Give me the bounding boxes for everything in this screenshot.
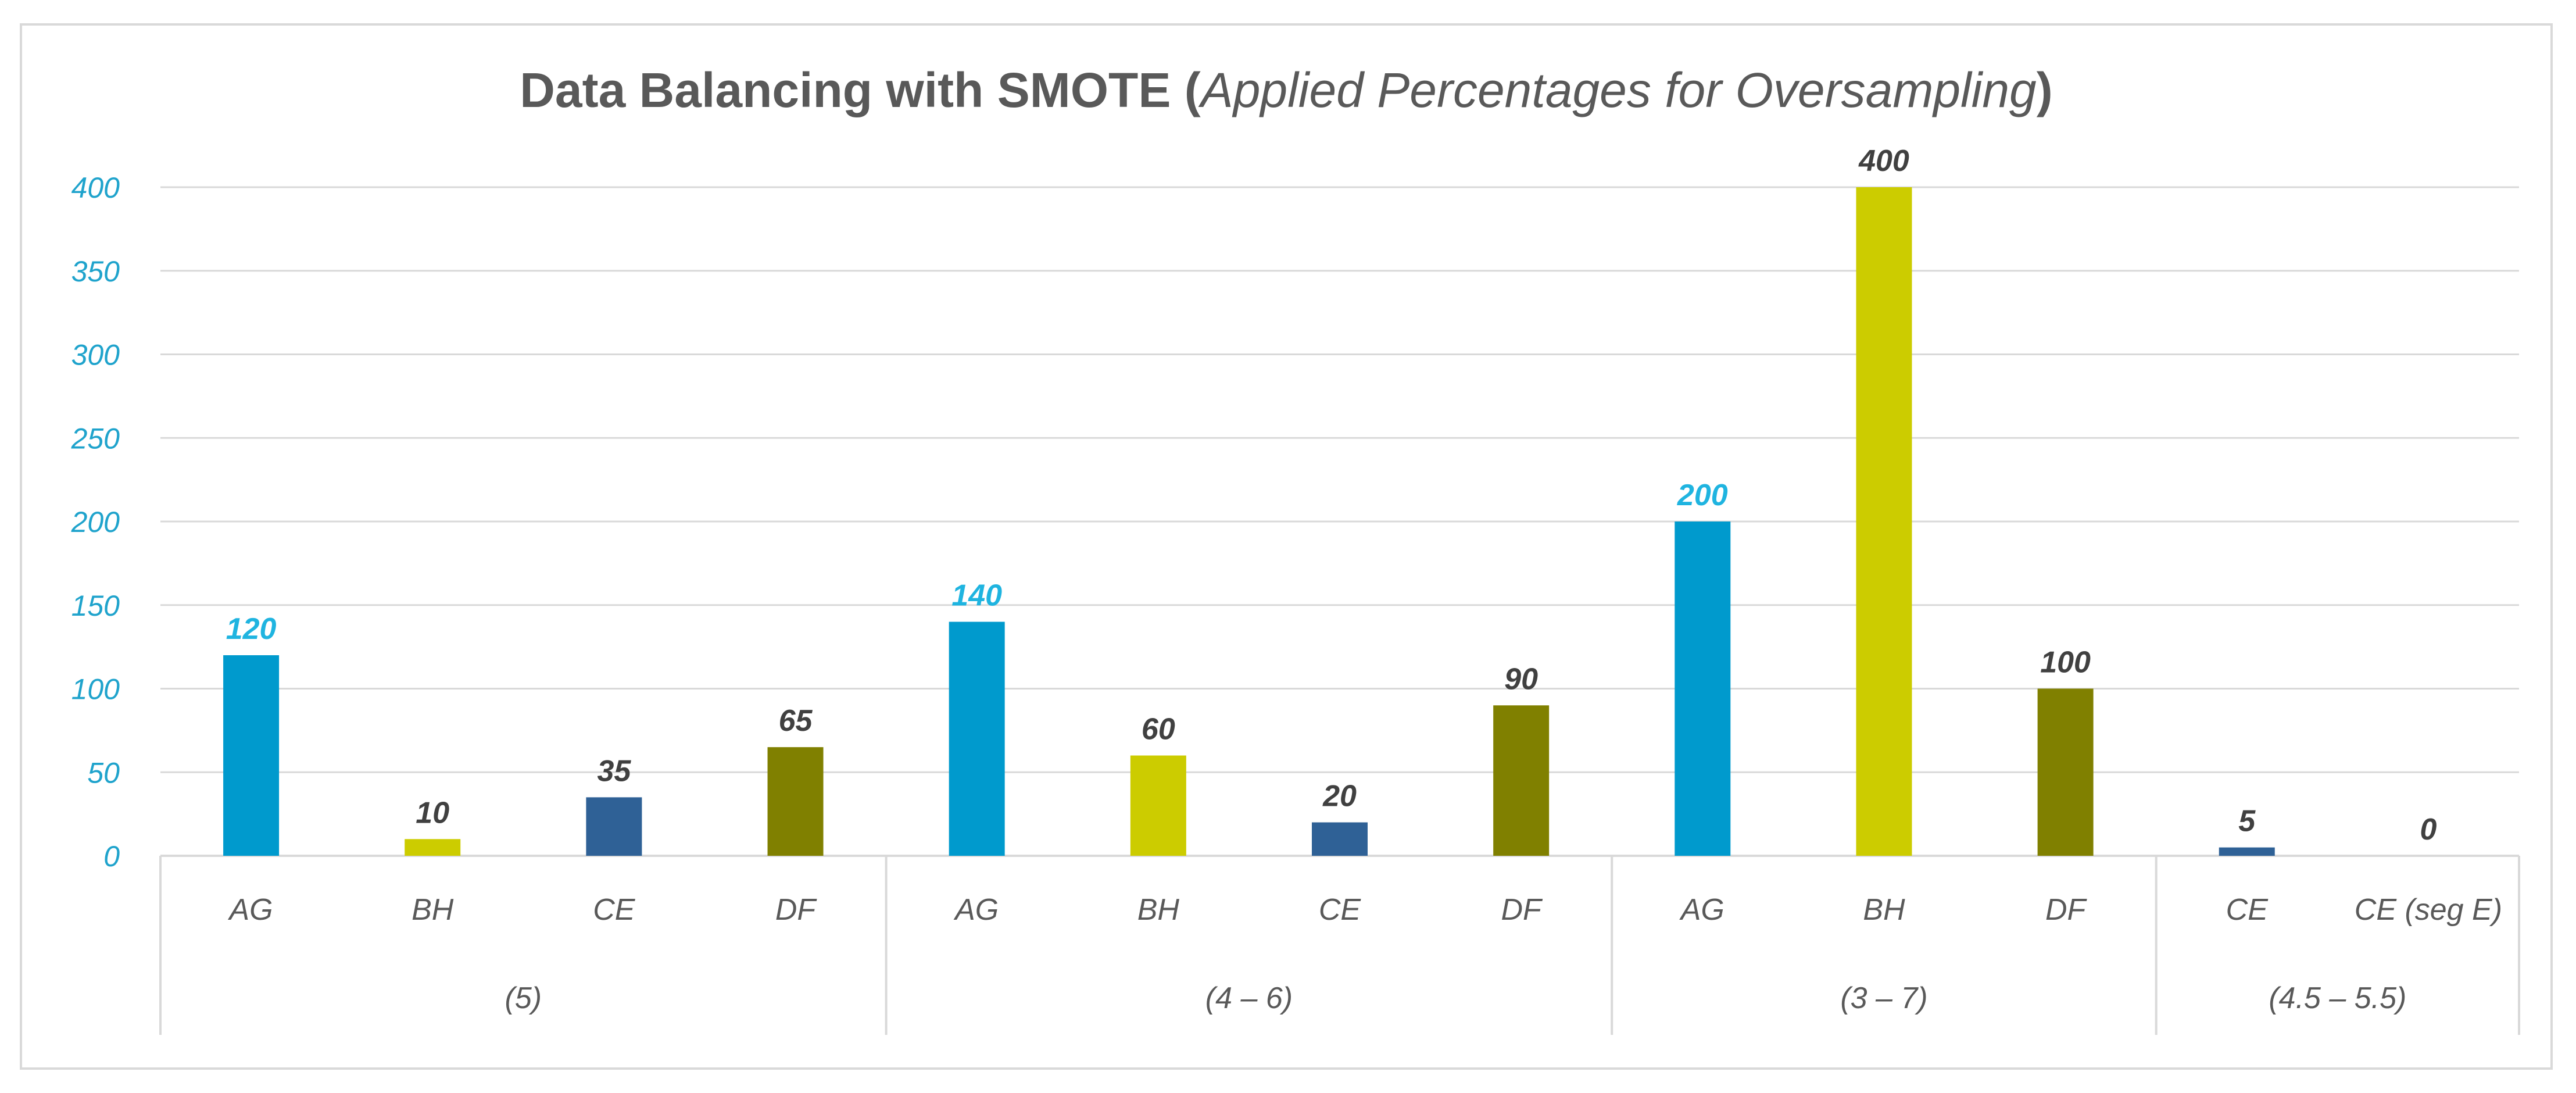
y-tick-label: 400: [71, 172, 120, 204]
x-category-label: AG: [953, 893, 999, 927]
x-category-label: AG: [1679, 893, 1725, 927]
x-category-label: CE: [2226, 893, 2269, 927]
x-category-label: DF: [2045, 893, 2088, 927]
data-label: 20: [1322, 780, 1357, 813]
x-category-label: BH: [412, 893, 454, 927]
chart-frame: Data Balancing with SMOTE (Applied Perce…: [20, 23, 2553, 1070]
chart-title-main: Data Balancing with SMOTE: [520, 63, 1171, 117]
chart-subtitle: Applied Percentages for Oversampling: [1198, 63, 2037, 117]
y-tick-label: 100: [71, 673, 120, 706]
label-layer: 120 10 35 65 140 60 20 90 200 400 100 5 0: [226, 144, 2437, 846]
data-label: 90: [1504, 662, 1538, 696]
data-label: 140: [951, 579, 1002, 613]
bar: [405, 839, 461, 856]
bar: [2219, 847, 2275, 856]
chart-title: Data Balancing with SMOTE (Applied Perce…: [520, 63, 2053, 117]
bar: [1856, 187, 1912, 856]
x-category-label: AG: [228, 893, 273, 927]
data-label: 35: [597, 754, 631, 788]
bar: [1493, 705, 1550, 856]
data-label: 200: [1677, 478, 1728, 512]
data-label: 10: [416, 796, 449, 830]
y-tick-label: 250: [71, 422, 120, 455]
data-label: 120: [226, 612, 277, 646]
data-label: 400: [1858, 144, 1909, 178]
bar: [1312, 822, 1368, 856]
x-category-label: CE: [1319, 893, 1362, 927]
bar-layer: [223, 187, 2275, 856]
y-tick-label: 300: [71, 339, 120, 372]
chart-title-close-paren: ): [2037, 63, 2053, 117]
bar: [949, 621, 1005, 856]
data-label: 65: [779, 704, 813, 738]
chart-title-open-paren: (: [1171, 63, 1200, 117]
bar: [586, 797, 642, 856]
y-tick-label: 350: [71, 255, 120, 288]
bar: [223, 655, 280, 856]
x-category-label: CE (seg E): [2355, 893, 2502, 927]
bar: [2037, 688, 2094, 856]
data-label: 5: [2238, 805, 2256, 838]
data-label: 60: [1142, 713, 1175, 746]
x-category-label: BH: [1137, 893, 1180, 927]
y-tick-label: 0: [103, 840, 120, 873]
x-category-label: DF: [1501, 893, 1543, 927]
bar: [767, 747, 824, 856]
chart-svg: Data Balancing with SMOTE (Applied Perce…: [71, 63, 2520, 1035]
x-group-label: (4 – 6): [1205, 981, 1293, 1015]
x-group-label: (3 – 7): [1840, 981, 1927, 1015]
bar: [1675, 522, 1731, 856]
data-label: 100: [2040, 646, 2091, 680]
x-category-label: CE: [593, 893, 636, 927]
x-group-label: (4.5 – 5.5): [2269, 981, 2406, 1015]
x-group-label: (5): [505, 981, 542, 1015]
y-tick-label: 200: [71, 506, 120, 538]
bar: [1130, 755, 1186, 856]
y-tick-label: 50: [87, 756, 120, 789]
x-category-label: DF: [775, 893, 818, 927]
x-category-label: BH: [1863, 893, 1905, 927]
y-tick-label: 150: [71, 590, 120, 622]
data-label: 0: [2420, 813, 2437, 846]
grid-layer: [160, 186, 2519, 773]
